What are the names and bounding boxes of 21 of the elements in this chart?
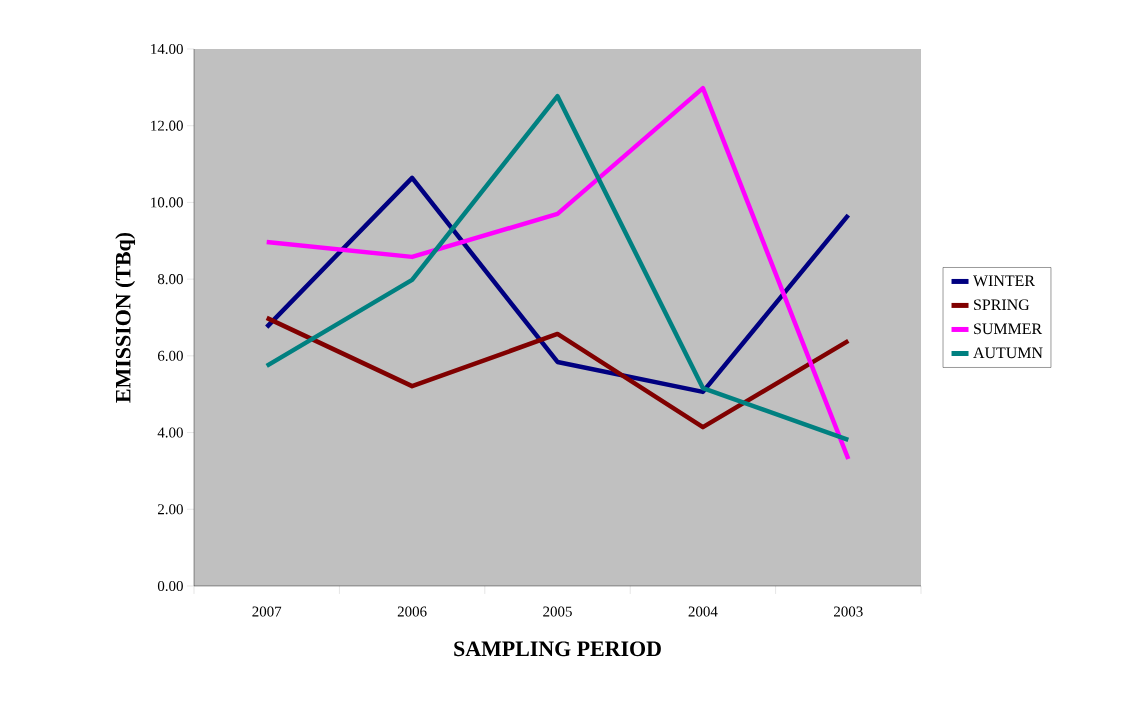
- x-tick-label: 2006: [397, 606, 427, 617]
- x-tick-label: 2003: [834, 606, 863, 617]
- y-tick-label: 8.00: [157, 274, 183, 285]
- legend-label: SUMMER: [974, 323, 1043, 335]
- legend-label: WINTER: [973, 275, 1035, 287]
- y-tick-label: 12.00: [151, 120, 183, 131]
- y-tick-label: 4.00: [157, 427, 183, 438]
- x-tick-label: 2004: [688, 606, 718, 617]
- y-axis-title: EMISSION (TBq): [115, 232, 136, 403]
- x-tick-label: 2007: [252, 606, 282, 617]
- legend-label: SPRING: [974, 299, 1030, 311]
- line-series: [264, 315, 851, 430]
- y-tick-label: 10.00: [151, 197, 183, 208]
- x-axis-title: SAMPLING PERIOD: [454, 641, 661, 657]
- line-series: [264, 175, 851, 395]
- y-tick-label: 14.00: [151, 43, 183, 55]
- y-tick-label: 0.00: [157, 580, 183, 592]
- x-tick-label: 2005: [543, 606, 572, 617]
- y-tick-label: 2.00: [157, 504, 183, 515]
- legend-label: AUTUMN: [973, 347, 1043, 359]
- y-tick-label: 6.00: [157, 350, 183, 361]
